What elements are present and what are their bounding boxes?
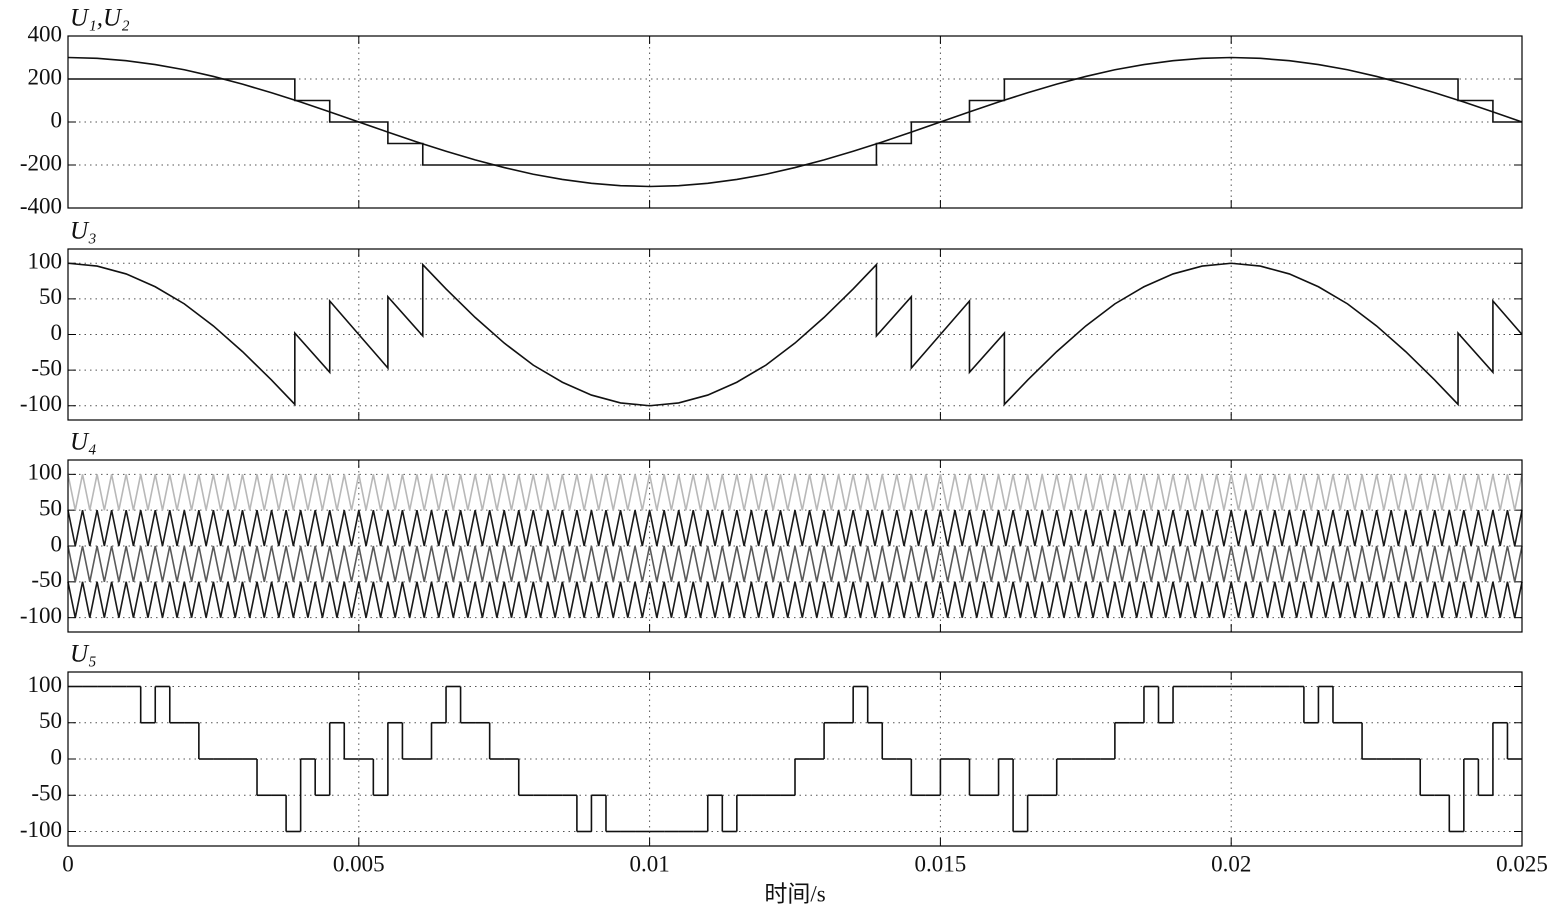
y-tick-label: 0	[51, 531, 63, 556]
series-line	[67, 545, 1523, 582]
y-tick-label: 0	[51, 320, 63, 345]
x-tick-label: 0.015	[915, 851, 967, 876]
y-tick-label: -50	[31, 567, 62, 592]
panel-title: U₃	[70, 218, 97, 245]
plot-frame	[67, 671, 1523, 847]
y-tick-label: -200	[20, 150, 62, 175]
y-tick-label: 0	[51, 107, 63, 132]
y-tick-label: 200	[28, 64, 63, 89]
plot-frame	[67, 459, 1523, 633]
y-tick-label: 0	[51, 744, 63, 769]
panel-title: U₁,U₂	[70, 5, 130, 32]
y-tick-label: -100	[20, 391, 62, 416]
y-tick-label: 100	[28, 672, 63, 697]
x-tick-label: 0.025	[1496, 851, 1548, 876]
y-tick-label: -400	[20, 193, 62, 218]
y-tick-label: 50	[39, 708, 62, 733]
series-line	[67, 262, 1523, 407]
x-tick-label: 0	[62, 851, 74, 876]
series-line	[67, 474, 1523, 511]
x-tick-label: 0.01	[629, 851, 669, 876]
y-tick-label: 50	[39, 495, 62, 520]
y-tick-label: 100	[28, 249, 63, 274]
x-tick-label: 0.005	[333, 851, 385, 876]
y-tick-label: 100	[28, 460, 63, 485]
series-line	[68, 78, 1522, 166]
series-line	[67, 510, 1523, 547]
plot-frame	[67, 248, 1523, 421]
series-line	[67, 56, 1523, 188]
y-tick-label: -100	[20, 817, 62, 842]
y-tick-label: 400	[28, 21, 63, 46]
y-tick-label: 50	[39, 284, 62, 309]
panel-title: U₅	[70, 641, 97, 668]
series-line	[67, 581, 1523, 618]
y-tick-label: -50	[31, 781, 62, 806]
plot-frame	[67, 35, 1523, 209]
panel-title: U₄	[70, 429, 97, 456]
y-tick-label: -100	[20, 603, 62, 628]
x-tick-label: 0.02	[1211, 851, 1251, 876]
y-tick-label: -50	[31, 355, 62, 380]
x-axis-label: 时间/s	[764, 881, 825, 906]
